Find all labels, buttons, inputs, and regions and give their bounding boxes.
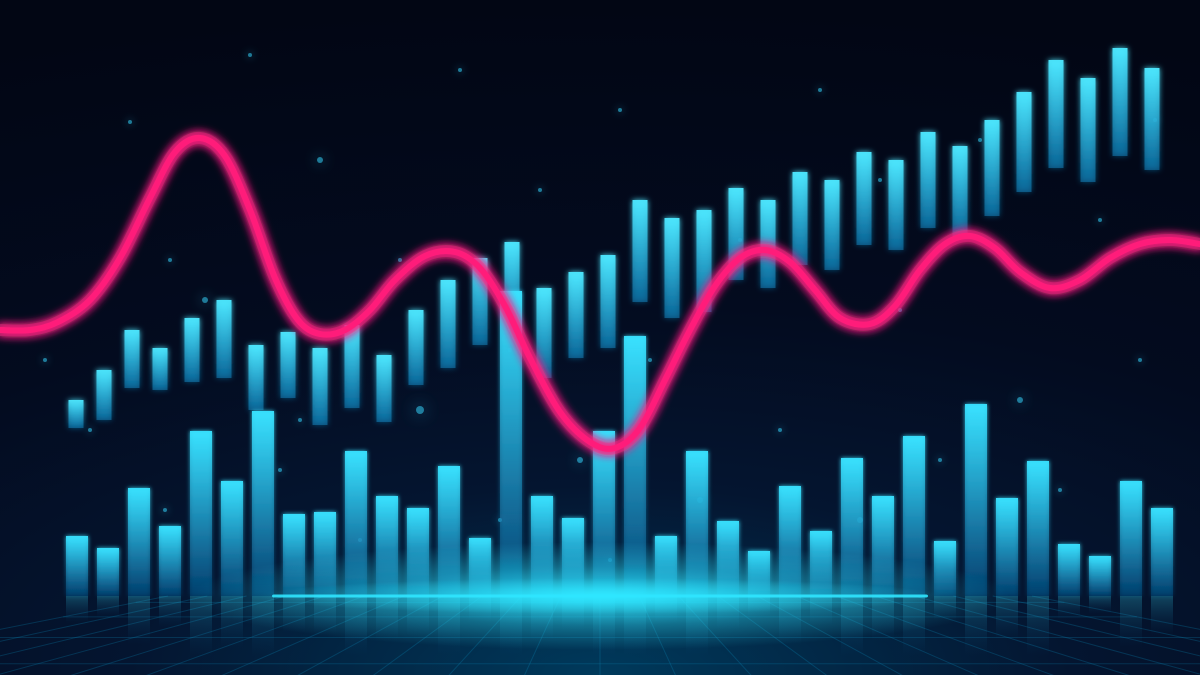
finance-chart-graphic (0, 0, 1200, 675)
baseline-glow (0, 0, 1200, 675)
